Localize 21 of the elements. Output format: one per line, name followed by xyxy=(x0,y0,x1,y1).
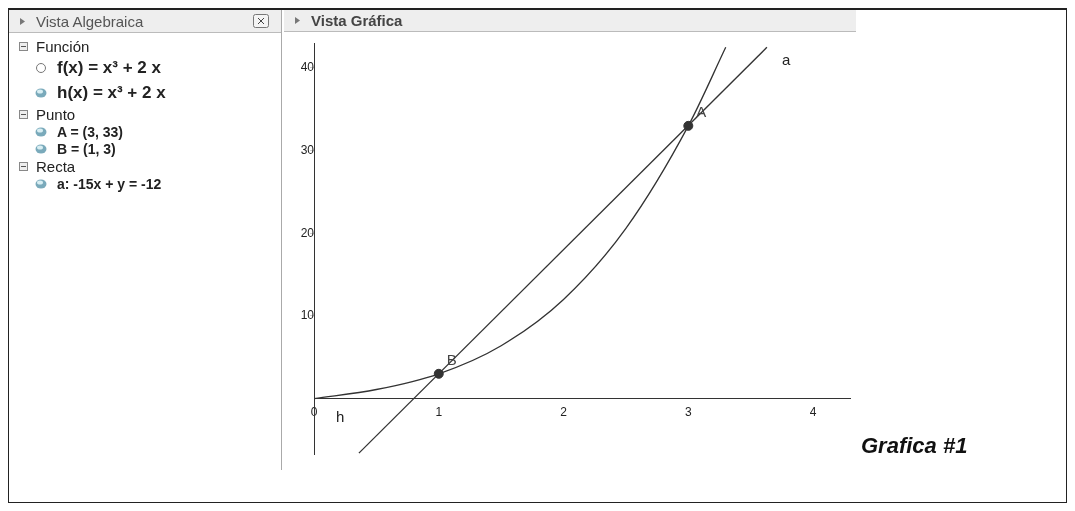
text: A = (3, 33) xyxy=(57,123,124,140)
y-tick-label: 10 xyxy=(300,308,315,323)
series-label: a xyxy=(781,51,791,69)
text: f(x) = x³ + 2 x xyxy=(57,57,161,78)
y-tick-label: 40 xyxy=(300,60,315,75)
text: Recta xyxy=(36,157,76,175)
x-tick-label: 4 xyxy=(809,405,817,420)
x-tick-label: 3 xyxy=(684,405,692,420)
text: a: -15x + y = -12 xyxy=(57,175,162,192)
x-tick-label: 2 xyxy=(560,405,568,420)
text: Vista Algebraica xyxy=(36,12,144,30)
chart-title: Vista Gráfica xyxy=(311,12,403,29)
text: Función xyxy=(36,37,90,55)
text: Punto xyxy=(36,105,76,123)
x-tick-label: 1 xyxy=(435,405,443,420)
y-tick-label: 30 xyxy=(300,142,315,157)
text: h(x) = x³ + 2 x xyxy=(57,82,166,103)
y-tick-label: 20 xyxy=(300,225,315,240)
text: Grafica #1 xyxy=(861,433,968,459)
series-label: h xyxy=(336,408,345,426)
text: B = (1, 3) xyxy=(57,140,116,157)
